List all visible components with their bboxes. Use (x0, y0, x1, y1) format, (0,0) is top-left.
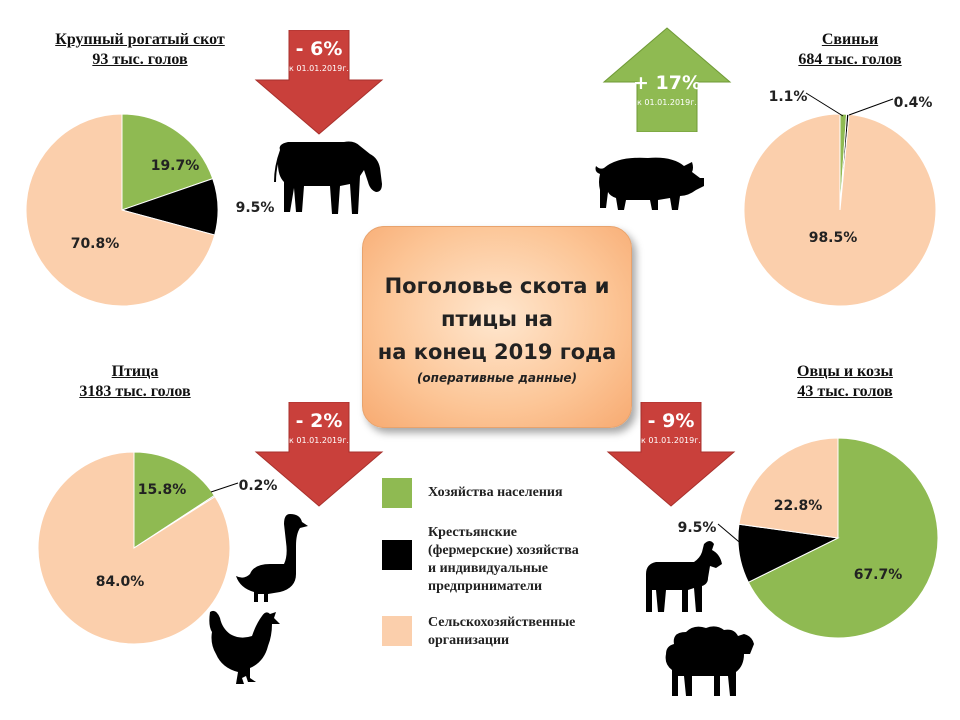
cattle-title-count: 93 тыс. голов (92, 51, 188, 68)
poultry-label-agri_orgs: 84.0% (96, 574, 145, 590)
legend-swatch-farmers (382, 540, 412, 570)
cattle-title-name: Крупный рогатый скот (55, 31, 225, 48)
poultry-leader-line (210, 482, 239, 493)
chicken-icon (209, 610, 280, 684)
cow-icon (274, 141, 382, 214)
pigs-title: Свиньи 684 тыс. голов (730, 30, 960, 70)
legend-label-households: Хозяйства населения (428, 485, 563, 500)
main-subtitle: (оперативные данные) (416, 370, 578, 385)
cattle-change-reference: к 01.01.2019г. (289, 64, 349, 73)
pigs-change-arrow: + 17% к 01.01.2019г. (600, 26, 734, 132)
center-title-box: Поголовье скота и птицы на на конец 2019… (362, 226, 632, 428)
cattle-title: Крупный рогатый скот 93 тыс. голов (30, 30, 250, 70)
sheep-goats-label-households: 67.7% (854, 567, 903, 583)
pigs-label-agri_orgs: 98.5% (809, 230, 858, 246)
poultry-title: Птица 3183 тыс. голов (30, 362, 240, 402)
sheep-goats-change-value: - 9% (647, 410, 695, 432)
cattle-change-value: - 6% (295, 38, 343, 60)
sheep-goats-title: Овцы и козы 43 тыс. голов (740, 362, 950, 402)
pigs-leader-line (805, 92, 844, 117)
cattle-slice-agri_orgs (25, 113, 216, 307)
legend-label-agri-orgs: Сельскохозяйственные организации (428, 615, 576, 648)
sheep-goats-title-name: Овцы и козы (797, 363, 893, 380)
main-title: Поголовье скота и птицы на на конец 2019… (377, 273, 617, 364)
legend-swatch-agri-orgs (382, 616, 412, 646)
sheep-goats-title-count: 43 тыс. голов (797, 383, 893, 400)
poultry-title-name: Птица (111, 363, 159, 380)
sheep-goats-leader-line (717, 523, 752, 553)
sheep-goats-change-reference: к 01.01.2019г. (641, 436, 701, 445)
poultry-title-count: 3183 тыс. голов (79, 383, 191, 400)
cattle-label-agri_orgs: 70.8% (71, 236, 120, 252)
poultry-change-value: - 2% (295, 410, 343, 432)
pigs-label-households: 1.1% (769, 89, 808, 105)
legend-swatch-households (382, 478, 412, 508)
poultry-change-reference: к 01.01.2019г. (289, 436, 349, 445)
poultry-change-arrow: - 2% к 01.01.2019г. (252, 402, 386, 508)
sheep-goats-label-farmers: 9.5% (678, 520, 717, 536)
pigs-change-reference: к 01.01.2019г. (637, 98, 697, 107)
cattle-label-households: 19.7% (151, 158, 200, 174)
pigs-title-count: 684 тыс. голов (798, 51, 902, 68)
cattle-change-arrow: - 6% к 01.01.2019г. (252, 30, 386, 136)
pigs-leader-line (848, 98, 894, 116)
pigs-change-value: + 17% (632, 72, 701, 94)
sheep-icon (665, 626, 754, 696)
sheep-goats-label-agri_orgs: 22.8% (774, 498, 823, 514)
sheep-goats-slice-agri_orgs (738, 437, 839, 539)
pigs-slice-agri_orgs (743, 113, 937, 307)
poultry-slice-households (133, 451, 216, 549)
sheep-goats-slice-households (747, 437, 939, 639)
goat-icon (646, 541, 722, 612)
poultry-label-farmers: 0.2% (239, 478, 278, 494)
pigs-title-name: Свиньи (821, 31, 879, 48)
poultry-slice-agri_orgs (37, 451, 231, 645)
cattle-label-farmers: 9.5% (236, 200, 275, 216)
pigs-label-farmers: 0.4% (894, 95, 933, 111)
legend-label-farmers: Крестьянские (фермерские) хозяйства и ин… (428, 525, 579, 594)
goose-icon (236, 514, 308, 602)
pig-icon (595, 157, 704, 210)
poultry-label-households: 15.8% (138, 482, 187, 498)
sheep-goats-change-arrow: - 9% к 01.01.2019г. (604, 402, 738, 508)
